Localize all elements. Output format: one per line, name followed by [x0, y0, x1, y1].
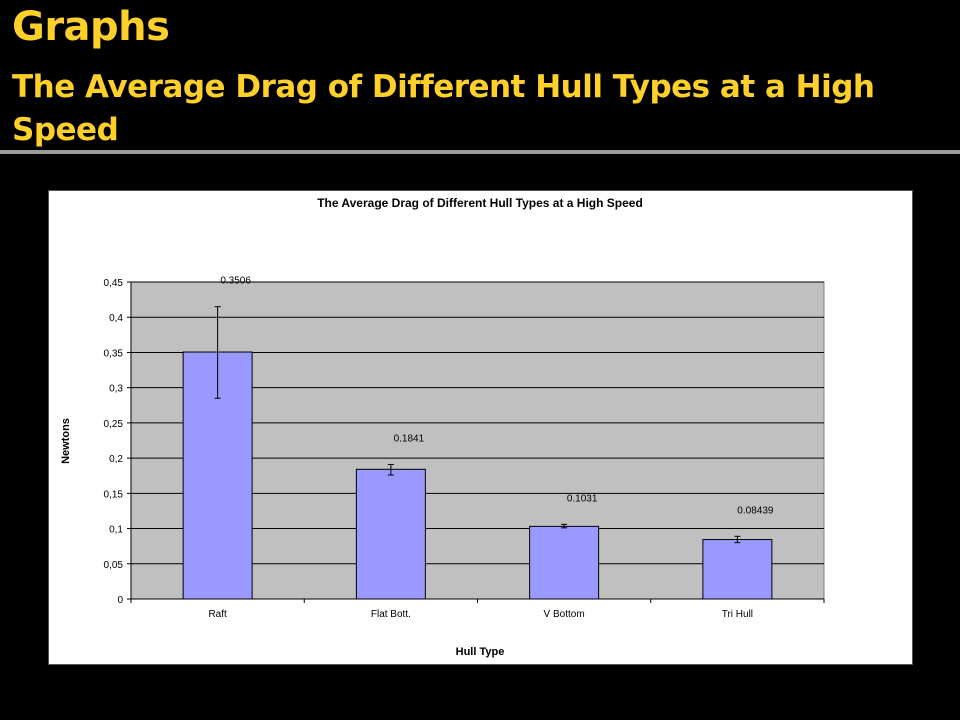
- data-labels: 0.3506 0.1841 0.1031 0.08439: [220, 276, 774, 517]
- y-tick-label: 0,35: [104, 348, 124, 359]
- bar: [529, 525, 600, 600]
- x-tick-label: V Bottom: [544, 609, 585, 620]
- bar-chart: The Average Drag of Different Hull Types…: [60, 196, 825, 658]
- y-tick-label: 0,3: [109, 384, 123, 395]
- bar: [355, 468, 426, 600]
- y-tick-label: 0,2: [109, 454, 123, 465]
- data-label: 0.1031: [567, 493, 598, 504]
- y-tick-label: 0,1: [109, 525, 123, 536]
- data-label: 0.3506: [220, 276, 251, 287]
- y-tick-label: 0,05: [104, 560, 124, 571]
- bar: [702, 539, 773, 600]
- y-tick-label: 0,45: [104, 278, 124, 289]
- header-divider: [0, 150, 960, 154]
- x-tick-label: Raft: [208, 609, 227, 620]
- y-axis-label: Newtons: [60, 418, 72, 464]
- slide-title: Graphs: [12, 4, 170, 50]
- data-label: 0.1841: [394, 433, 425, 444]
- chart-title: The Average Drag of Different Hull Types…: [317, 196, 643, 210]
- y-tick-label: 0,25: [104, 419, 124, 430]
- y-tick-label: 0,15: [104, 489, 124, 500]
- x-axis-label: Hull Type: [456, 646, 505, 658]
- slide-subtitle: The Average Drag of Different Hull Types…: [12, 69, 875, 148]
- data-label: 0.08439: [737, 505, 774, 516]
- x-tick-label: Tri Hull: [722, 609, 753, 620]
- x-axis-ticks: Raft Flat Bott. V Bottom Tri Hull: [130, 599, 825, 620]
- chart-panel: The Average Drag of Different Hull Types…: [48, 190, 913, 665]
- bars: [182, 306, 773, 600]
- y-axis-ticks: 0 0,05 0,1 0,15 0,2 0,25 0,3 0,35 0,4 0,45: [104, 278, 131, 606]
- y-tick-label: 0,4: [109, 313, 123, 324]
- x-tick-label: Flat Bott.: [371, 609, 411, 620]
- y-tick-label: 0: [117, 595, 123, 606]
- slide-header: Graphs The Average Drag of Different Hul…: [0, 0, 960, 152]
